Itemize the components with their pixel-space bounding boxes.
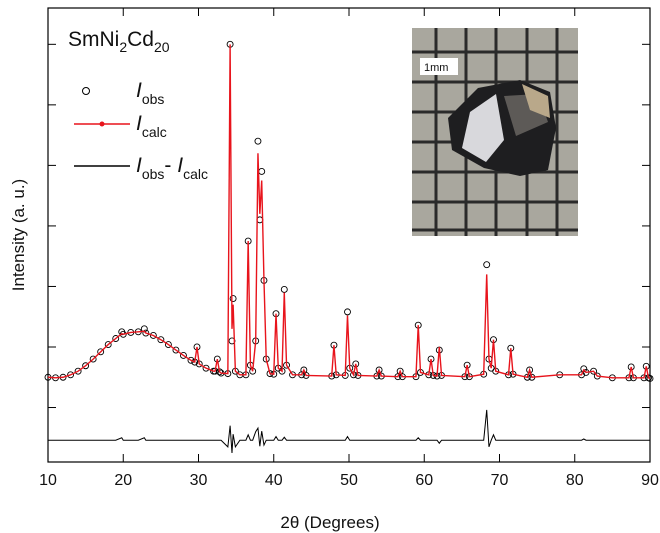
inset-photo: 1mm	[412, 28, 578, 236]
inset-label: 1mm	[424, 62, 448, 74]
observed-point	[172, 346, 180, 354]
legend-part: I	[177, 154, 183, 177]
x-tick-label: 30	[190, 472, 208, 489]
x-tick-label: 20	[114, 472, 132, 489]
chart-title: SmNi2Cd20	[68, 28, 170, 55]
observed-point	[229, 295, 237, 303]
observed-point	[157, 336, 165, 344]
title-part: 20	[154, 39, 170, 55]
legend-part: I	[136, 154, 142, 177]
observed-point	[104, 341, 112, 349]
x-tick-label: 50	[340, 472, 358, 489]
legend-part: I	[136, 79, 142, 102]
legend-marker	[99, 121, 105, 127]
observed-point	[187, 356, 195, 364]
observed-point	[142, 329, 150, 337]
series-line	[47, 44, 651, 380]
observed-point	[526, 366, 534, 374]
observed-point	[483, 261, 491, 269]
legend-part: -	[164, 154, 177, 177]
observed-point	[580, 365, 588, 373]
legend-label: Iobs- Icalc	[136, 154, 208, 182]
observed-point	[254, 137, 262, 145]
legend-label: Icalc	[136, 112, 167, 140]
observed-point	[97, 348, 105, 356]
observed-point	[67, 371, 75, 379]
x-tick-label: 60	[415, 472, 433, 489]
x-tick-label: 40	[265, 472, 283, 489]
x-tick-label: 80	[566, 472, 584, 489]
observed-point	[164, 341, 172, 349]
title-part: 2	[119, 39, 127, 55]
legend-part: calc	[142, 124, 167, 140]
legend-label: Iobs	[136, 79, 164, 107]
observed-point	[375, 366, 383, 374]
x-tick-label: 10	[39, 472, 57, 489]
legend-marker	[82, 87, 90, 95]
legend-part: calc	[183, 166, 208, 182]
observed-point	[149, 332, 157, 339]
legend-part: obs	[142, 91, 165, 107]
x-axis-label: 2θ (Degrees)	[280, 513, 379, 532]
observed-point	[112, 335, 120, 342]
series-line	[48, 409, 650, 453]
x-tick-label: 90	[641, 472, 659, 489]
observed-point	[646, 375, 654, 382]
x-tick-label: 70	[491, 472, 509, 489]
observed-point	[179, 352, 187, 359]
observed-point	[280, 286, 288, 293]
title-part: Cd	[127, 28, 154, 51]
observed-point	[74, 367, 82, 375]
observed-point	[89, 355, 97, 363]
y-axis-label: Intensity (a. u.)	[9, 179, 28, 291]
observed-point	[202, 364, 210, 372]
legend-part: I	[136, 112, 142, 135]
observed-point	[258, 167, 266, 175]
legend-part: obs	[142, 166, 165, 182]
observed-point	[344, 308, 351, 316]
title-part: SmNi	[68, 28, 119, 51]
observed-point	[82, 362, 90, 370]
